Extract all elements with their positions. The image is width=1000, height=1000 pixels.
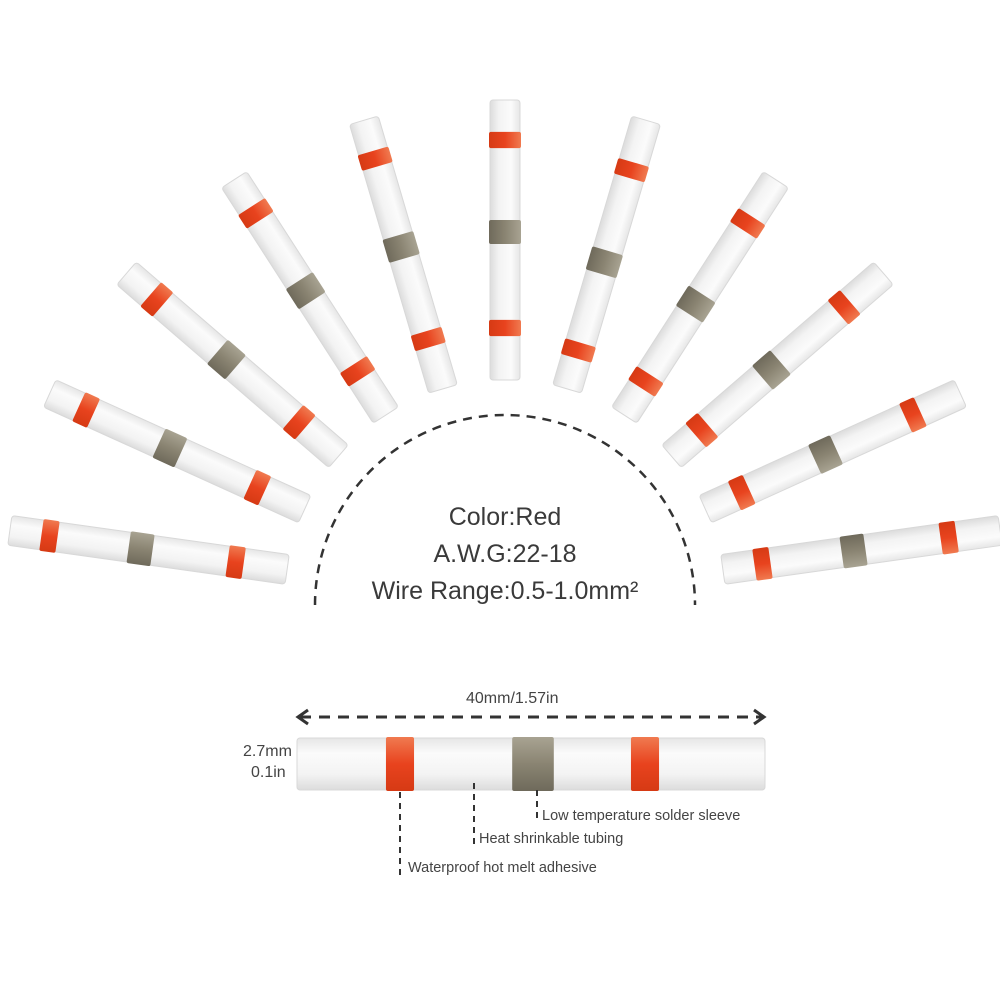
callout-lines <box>399 783 538 878</box>
large-connector <box>296 737 766 791</box>
adhesive-band <box>489 131 521 149</box>
spec-wire-range: Wire Range:0.5-1.0mm² <box>371 577 639 605</box>
connector-1 <box>7 515 290 585</box>
adhesive-band <box>244 470 271 505</box>
adhesive-band <box>630 737 660 791</box>
dashed-arc <box>313 413 697 606</box>
adhesive-band <box>340 356 375 387</box>
adhesive-band <box>385 737 415 791</box>
solder-sleeve <box>586 246 623 278</box>
solder-sleeve <box>207 340 246 379</box>
solder-sleeve <box>286 272 325 309</box>
adhesive-band <box>730 208 765 239</box>
solder-sleeve <box>126 531 155 567</box>
solder-sleeve <box>808 435 843 474</box>
large-connector-body <box>296 737 766 791</box>
connector-7 <box>552 116 661 393</box>
adhesive-band <box>614 158 649 182</box>
connector-11 <box>720 515 1000 585</box>
adhesive-band <box>752 547 773 581</box>
solder-sleeve <box>512 737 554 791</box>
diameter-in-label: 0.1in <box>251 764 286 781</box>
adhesive-band <box>899 397 927 433</box>
adhesive-band <box>411 327 446 351</box>
adhesive-band <box>728 475 756 510</box>
adhesive-band <box>283 405 315 439</box>
connector-fan <box>7 99 1000 585</box>
callout-solder-sleeve: Low temperature solder sleeve <box>542 808 741 824</box>
adhesive-band <box>828 290 860 324</box>
length-arrow <box>295 708 767 726</box>
adhesive-band <box>72 392 100 428</box>
connector-3 <box>117 262 348 467</box>
spec-color: Color:Red <box>448 503 562 531</box>
adhesive-band <box>686 413 718 447</box>
connector-9 <box>662 262 893 467</box>
adhesive-band <box>561 338 596 363</box>
adhesive-band <box>358 146 393 171</box>
diameter-mm-label: 2.7mm <box>243 743 292 760</box>
solder-sleeve <box>676 286 715 323</box>
adhesive-band <box>225 545 246 579</box>
solder-sleeve <box>839 533 868 569</box>
solder-sleeve <box>153 429 187 467</box>
connector-4 <box>222 172 398 423</box>
connector-10 <box>699 380 967 523</box>
callout-hot-melt-adhesive: Waterproof hot melt adhesive <box>408 860 597 876</box>
spec-awg: A.W.G:22-18 <box>433 540 577 568</box>
connector-8 <box>612 172 788 423</box>
adhesive-band <box>39 519 60 553</box>
callout-heat-shrink-tubing: Heat shrinkable tubing <box>479 831 624 847</box>
adhesive-band <box>141 282 173 317</box>
connector-2 <box>43 380 311 523</box>
length-label: 40mm/1.57in <box>466 690 559 707</box>
adhesive-band <box>938 520 959 555</box>
adhesive-band <box>628 366 663 397</box>
solder-sleeve <box>752 350 791 390</box>
solder-sleeve <box>489 220 521 244</box>
solder-sleeve <box>382 231 420 263</box>
adhesive-band <box>238 198 273 229</box>
adhesive-band <box>489 319 521 337</box>
connector-6 <box>489 99 521 381</box>
connector-5 <box>349 116 458 393</box>
